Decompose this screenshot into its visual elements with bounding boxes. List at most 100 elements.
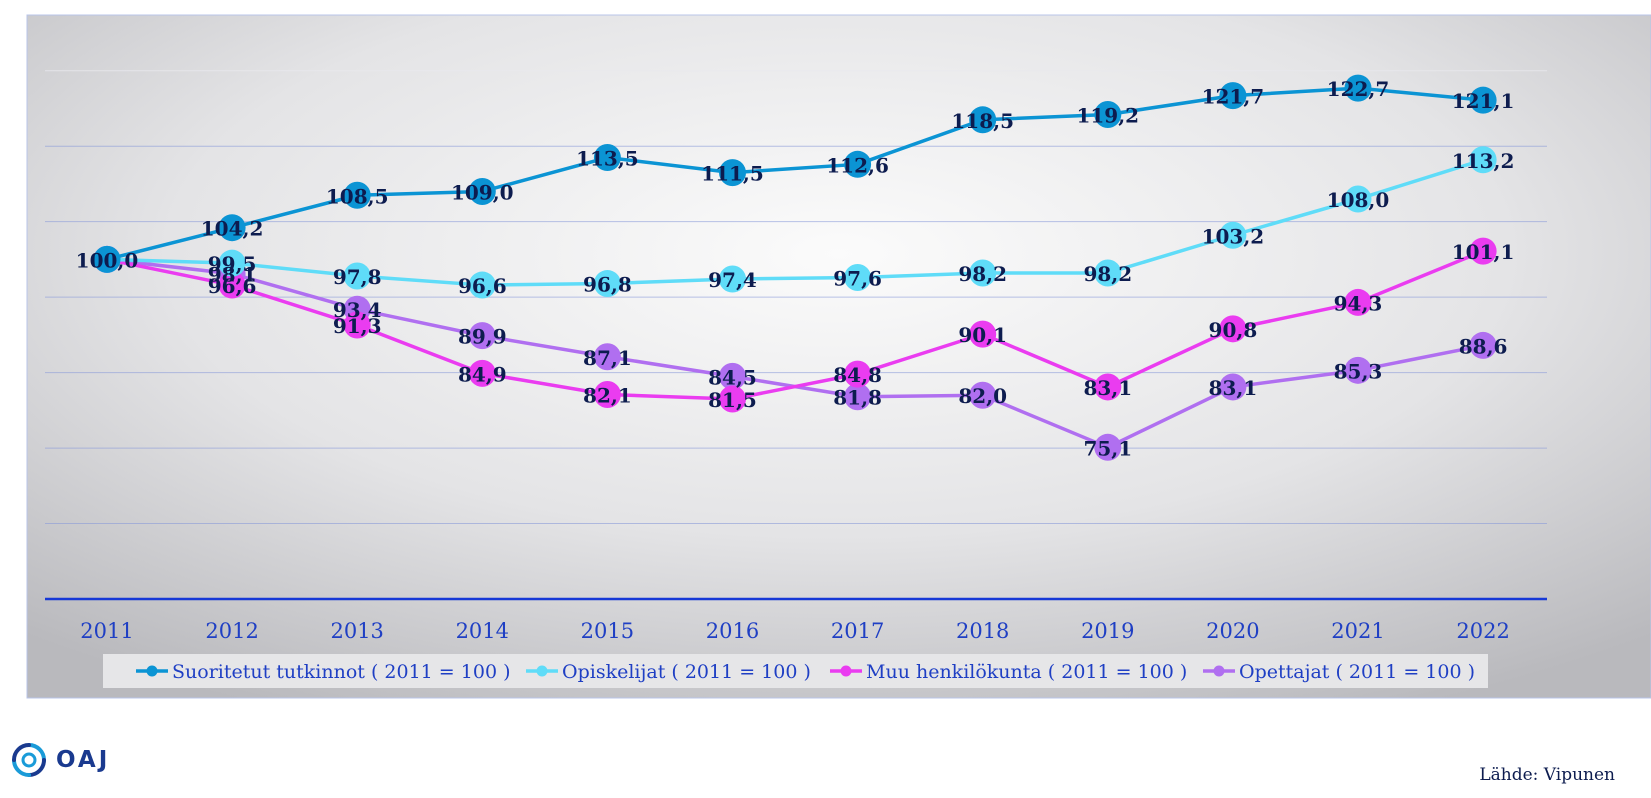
data-label: 111,5 [701, 162, 764, 186]
data-label: 90,1 [958, 323, 1007, 347]
data-point [969, 259, 997, 287]
data-point [1469, 146, 1497, 174]
data-label: 103,2 [1202, 224, 1265, 248]
legend-swatch-marker [536, 665, 548, 677]
data-point [719, 265, 746, 293]
legend-swatch-marker [146, 665, 158, 677]
data-point [93, 245, 121, 273]
data-point [969, 106, 997, 134]
data-label: 90,8 [1209, 318, 1258, 342]
data-point [969, 381, 997, 409]
x-tick-label: 2015 [581, 619, 634, 643]
legend-entry: Muu henkilökunta ( 2011 = 100 ) [866, 661, 1187, 683]
x-tick-label: 2019 [1081, 619, 1134, 643]
data-point [1469, 237, 1497, 265]
data-label: 89,9 [458, 325, 507, 349]
series-line [106, 86, 1484, 262]
data-label: 94,3 [1334, 291, 1383, 315]
series-line [106, 158, 1484, 287]
data-label: 97,6 [833, 267, 882, 291]
x-tick-label: 2018 [956, 619, 1009, 643]
data-label: 97,4 [708, 268, 757, 292]
data-point [1094, 259, 1122, 287]
data-label: 81,5 [708, 388, 757, 412]
data-point [1094, 373, 1122, 401]
x-tick-label: 2017 [831, 619, 884, 643]
data-point [844, 264, 872, 292]
gridlines [45, 70, 1547, 525]
data-point [844, 383, 872, 411]
data-point [343, 311, 371, 339]
oaj-swirl-icon [12, 743, 46, 777]
legend-entry: Opiskelijat ( 2011 = 100 ) [562, 661, 811, 683]
data-label: 113,2 [1452, 149, 1515, 173]
data-label: 75,1 [1083, 436, 1132, 460]
x-tick-label: 2020 [1206, 619, 1259, 643]
data-label: 81,8 [833, 386, 882, 410]
data-label: 113,5 [576, 147, 639, 171]
data-label: 101,1 [1452, 240, 1515, 264]
data-point [468, 359, 496, 387]
data-label: 112,6 [826, 153, 889, 177]
data-label: 82,1 [583, 383, 632, 407]
x-tick-label: 2011 [80, 619, 133, 643]
data-label: 122,7 [1327, 77, 1390, 101]
x-axis-ticks: 2011 2012 2013 2014 2015 2016 2017 2018 2019 2020… [80, 619, 1510, 643]
data-point [1344, 74, 1372, 102]
data-point [719, 362, 746, 390]
data-label: 98,2 [1083, 262, 1132, 286]
data-label: 82,0 [958, 384, 1007, 408]
data-point [468, 271, 496, 299]
legend-swatch-marker [1213, 665, 1225, 677]
data-label: 108,0 [1327, 188, 1390, 212]
data-label: 96,6 [458, 274, 507, 298]
data-label: 118,5 [951, 109, 1014, 133]
data-label: 100,0 [76, 248, 139, 272]
data-point [1344, 185, 1372, 213]
legend-box [103, 654, 1488, 688]
data-point [468, 322, 496, 350]
x-tick-label: 2022 [1456, 619, 1509, 643]
data-point [844, 360, 872, 388]
data-label: 98,1 [208, 263, 257, 287]
data-label: 119,2 [1076, 104, 1139, 128]
oaj-logo: OAJ [10, 740, 120, 780]
x-tick-label: 2013 [330, 619, 383, 643]
data-point [593, 270, 621, 298]
x-tick-label: 2014 [456, 619, 509, 643]
data-label: 93,4 [333, 298, 382, 322]
data-point [1469, 331, 1497, 359]
data-label: 84,9 [458, 362, 507, 386]
data-point [1219, 315, 1247, 343]
data-label: 84,5 [708, 365, 757, 389]
series-line [106, 249, 1484, 401]
data-label: 121,7 [1202, 85, 1265, 109]
data-point [969, 320, 997, 348]
data-point [1094, 433, 1122, 461]
data-point [1219, 221, 1247, 249]
data-label: 97,8 [333, 265, 382, 289]
series-group [93, 74, 1497, 461]
data-labels: 98,1 93,4 89,9 87,1 84,5 81,8 82,0 75,1 83,1 85,3… [76, 77, 1515, 460]
data-label: 104,2 [201, 217, 264, 241]
data-point [343, 181, 371, 209]
x-tick-label: 2021 [1331, 619, 1384, 643]
x-tick-label: 2012 [205, 619, 258, 643]
data-label: 84,8 [833, 363, 882, 387]
data-label: 98,2 [958, 262, 1007, 286]
plot-background [26, 14, 1651, 699]
data-point [1469, 86, 1497, 114]
data-point [1344, 288, 1372, 316]
data-point [719, 385, 746, 413]
data-point [218, 249, 246, 277]
data-label: 83,1 [1083, 376, 1132, 400]
data-point [593, 380, 621, 408]
data-point [218, 271, 246, 299]
data-point [844, 150, 872, 178]
data-label: 108,5 [326, 184, 389, 208]
data-point [1344, 356, 1372, 384]
x-tick-label: 2016 [706, 619, 759, 643]
legend-entry: Opettajat ( 2011 = 100 ) [1239, 661, 1475, 683]
data-point [719, 159, 746, 187]
